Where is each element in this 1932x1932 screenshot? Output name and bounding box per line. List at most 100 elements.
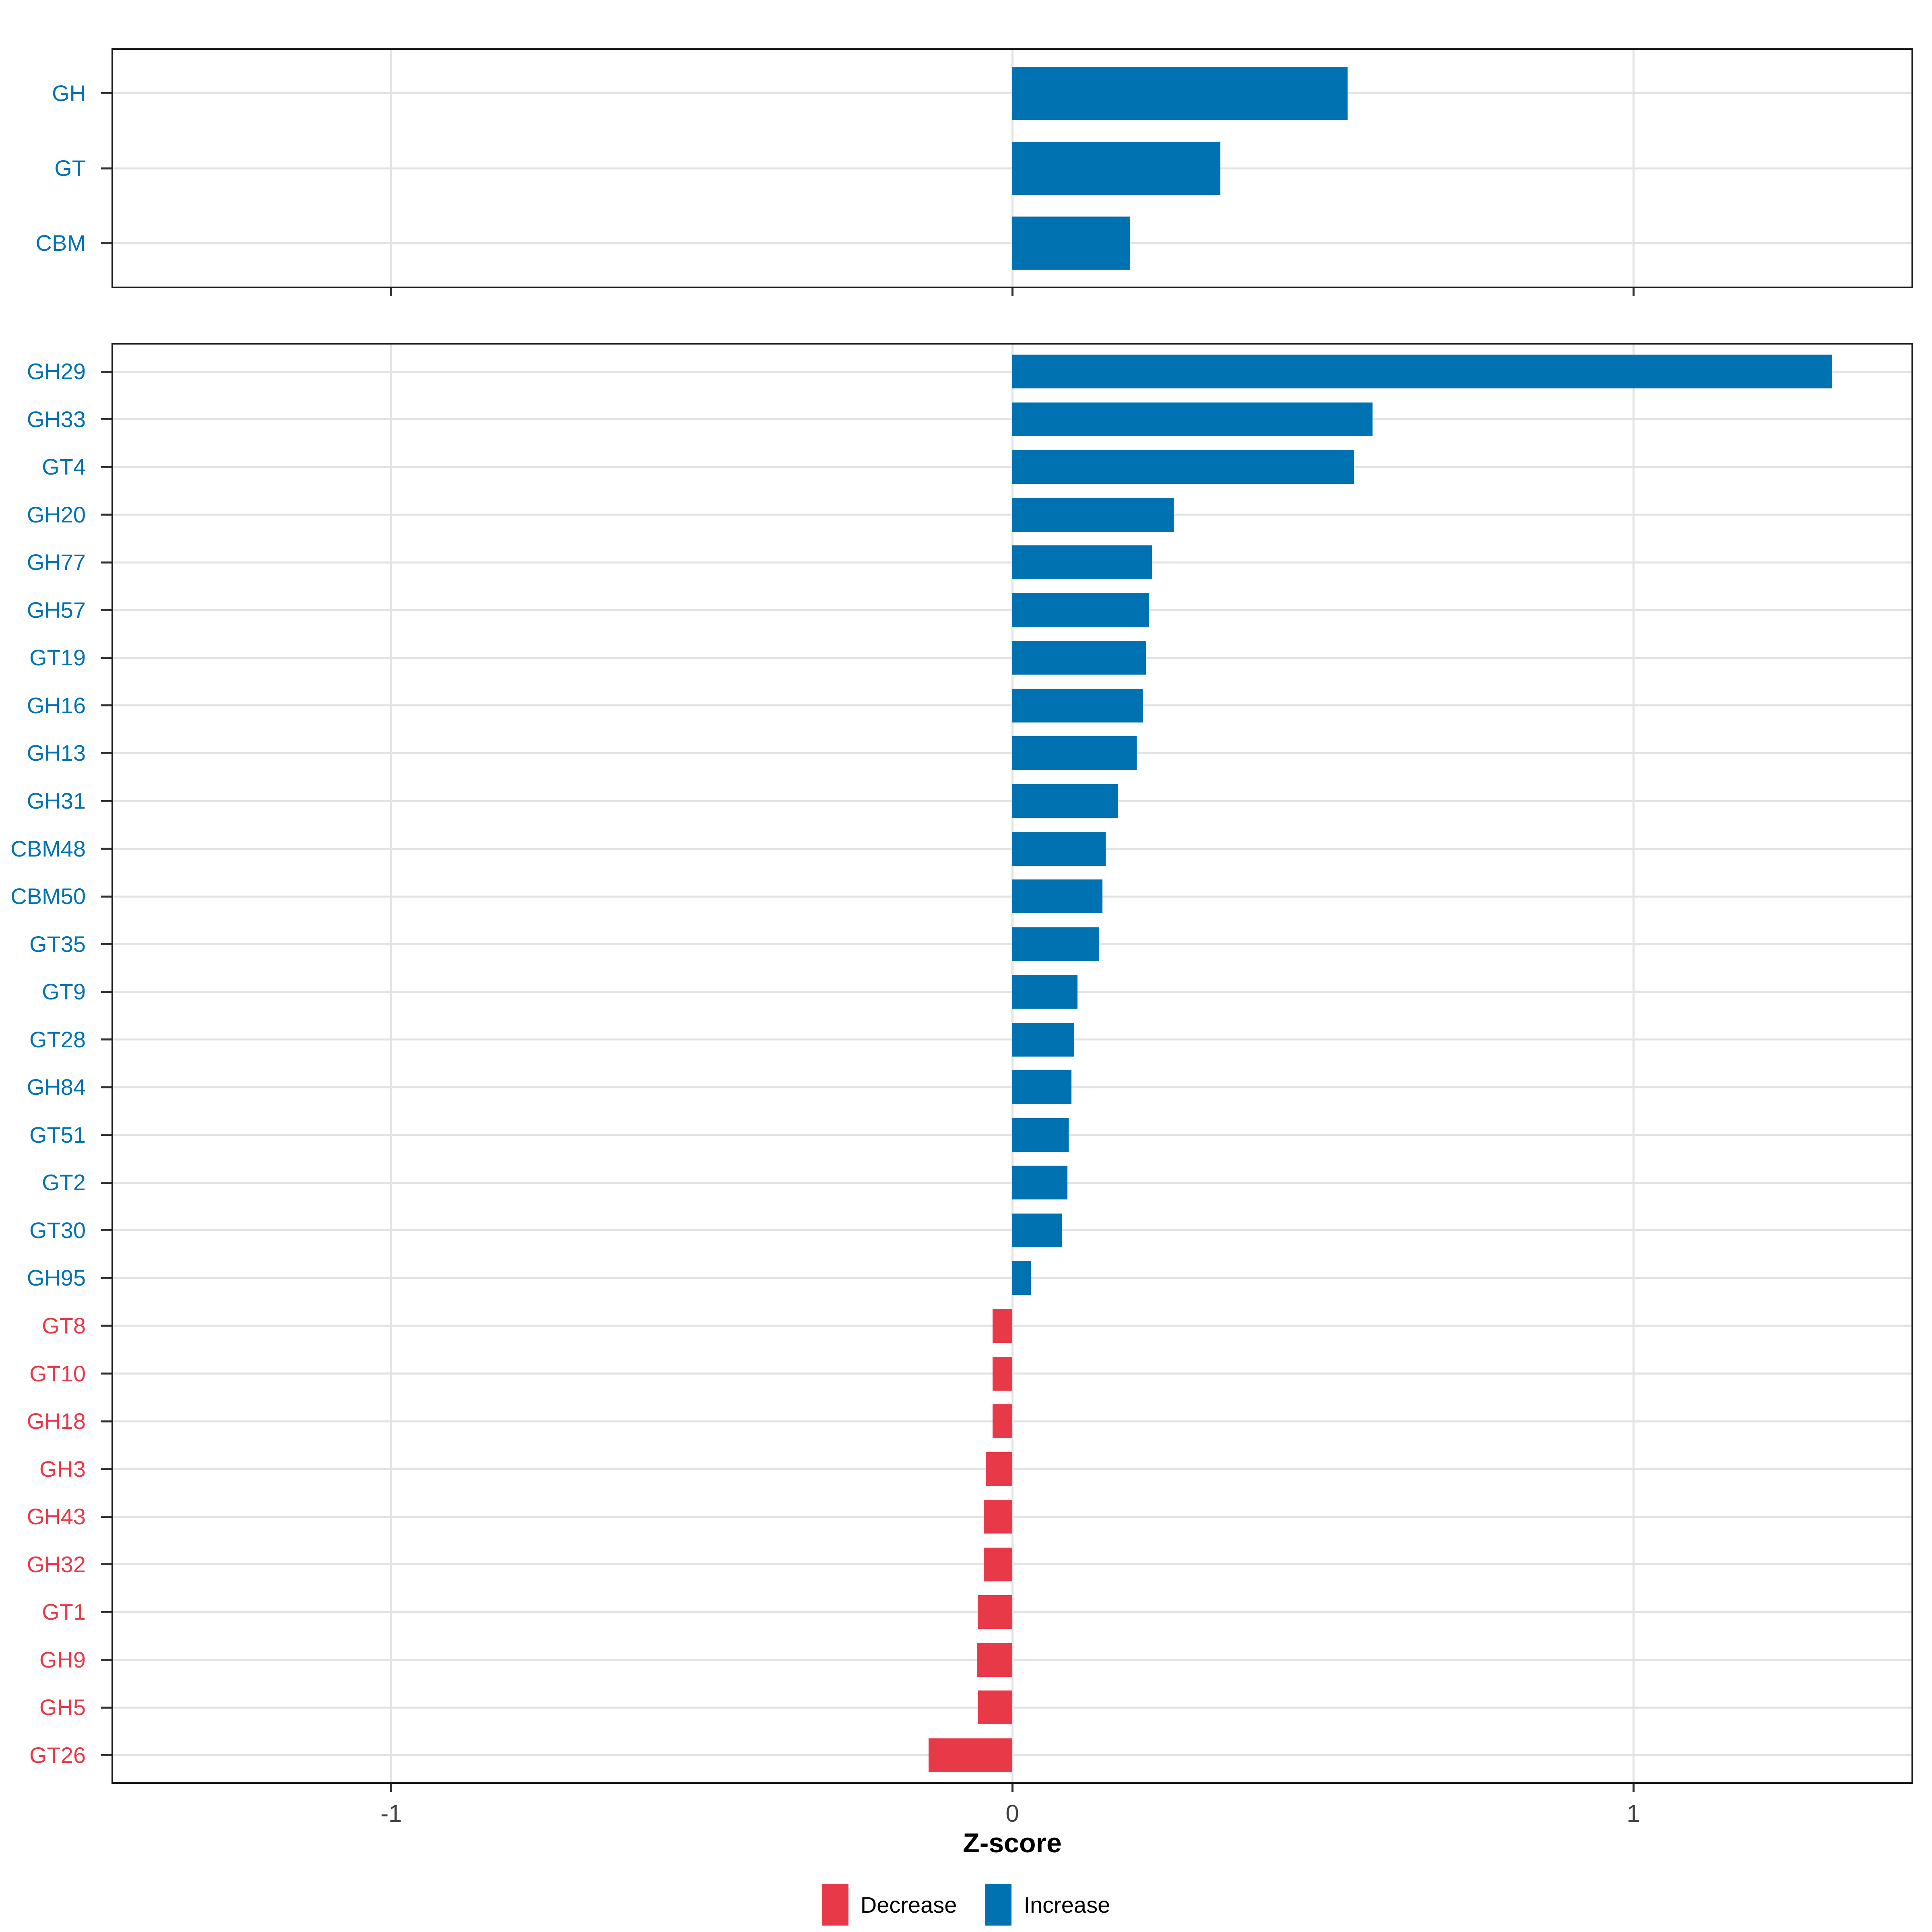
y-label-GH29: GH29 <box>27 359 86 384</box>
y-label-GH57: GH57 <box>27 597 86 623</box>
bar-GH16 <box>1012 689 1143 722</box>
legend: Decrease Increase <box>0 1884 1932 1926</box>
y-label-GH20: GH20 <box>27 502 86 527</box>
y-tick-GH31 <box>101 800 111 802</box>
bar-GT19 <box>1012 641 1146 675</box>
y-gridline-GH32 <box>111 1563 1913 1565</box>
y-tick-GT4 <box>101 466 111 468</box>
y-label-GH13: GH13 <box>27 740 86 766</box>
x-tick-label-1: 1 <box>1627 1800 1640 1827</box>
bar-GT35 <box>1012 927 1099 961</box>
bar-GH43 <box>984 1500 1012 1534</box>
y-label-CBM48: CBM48 <box>10 836 86 861</box>
panel-top <box>111 48 1913 288</box>
y-tick-GH13 <box>101 752 111 754</box>
y-tick-GT9 <box>101 991 111 993</box>
bar-GT8 <box>993 1309 1012 1343</box>
y-tick-GH <box>101 92 111 94</box>
bar-CBM48 <box>1012 832 1106 866</box>
legend-item-increase: Increase <box>985 1884 1110 1926</box>
legend-label-increase: Increase <box>1024 1892 1110 1918</box>
y-label-GT10: GT10 <box>29 1361 86 1386</box>
y-tick-GH20 <box>101 514 111 516</box>
x-gridline-0 <box>1011 343 1013 1784</box>
bar-GH13 <box>1012 736 1137 770</box>
y-gridline-GH43 <box>111 1516 1913 1518</box>
legend-swatch-decrease <box>822 1884 848 1926</box>
y-tick-GT1 <box>101 1611 111 1613</box>
bar-GH29 <box>1012 355 1832 388</box>
bar-GT10 <box>993 1357 1012 1391</box>
y-tick-GT35 <box>101 943 111 945</box>
bar-GH33 <box>1012 402 1373 436</box>
bar-GT26 <box>929 1738 1012 1772</box>
y-tick-GH16 <box>101 704 111 706</box>
bar-GT1 <box>978 1595 1012 1629</box>
y-label-GT8: GT8 <box>42 1313 86 1338</box>
y-gridline-GT1 <box>111 1611 1913 1613</box>
x-tick-label--1: -1 <box>380 1800 402 1827</box>
y-label-GH: GH <box>52 80 86 106</box>
y-label-GT35: GT35 <box>29 931 86 957</box>
y-label-GH9: GH9 <box>39 1647 86 1672</box>
y-label-GT51: GT51 <box>29 1122 86 1148</box>
y-tick-GH77 <box>101 561 111 564</box>
y-label-CBM50: CBM50 <box>10 883 86 909</box>
x-tick-0 <box>1011 288 1013 296</box>
y-label-GT19: GT19 <box>29 645 86 670</box>
y-tick-GT10 <box>101 1373 111 1375</box>
y-label-GH32: GH32 <box>27 1552 86 1577</box>
bar-GT9 <box>1012 975 1077 1009</box>
y-label-GT28: GT28 <box>29 1027 86 1052</box>
y-gridline-GT8 <box>111 1325 1913 1327</box>
legend-label-decrease: Decrease <box>860 1892 957 1918</box>
y-label-GH95: GH95 <box>27 1265 86 1290</box>
y-label-GH31: GH31 <box>27 788 86 813</box>
bar-GH20 <box>1012 498 1174 532</box>
y-label-GT26: GT26 <box>29 1742 86 1768</box>
bar-GH18 <box>993 1404 1012 1438</box>
bar-GT28 <box>1012 1023 1074 1057</box>
y-label-GH3: GH3 <box>39 1456 86 1482</box>
y-label-GH16: GH16 <box>27 693 86 718</box>
y-tick-GH33 <box>101 418 111 420</box>
x-gridline-1 <box>1633 343 1635 1784</box>
y-label-CBM: CBM <box>35 230 86 256</box>
bar-GH9 <box>977 1643 1012 1677</box>
bar-GH32 <box>984 1548 1012 1581</box>
y-tick-GT51 <box>101 1134 111 1136</box>
y-gridline-GH9 <box>111 1659 1913 1661</box>
x-tick-0 <box>1011 1784 1013 1792</box>
y-tick-CBM <box>101 242 111 244</box>
bar-CBM50 <box>1012 879 1102 913</box>
bar-GT <box>1012 142 1220 195</box>
y-gridline-GT26 <box>111 1754 1913 1756</box>
y-tick-GT2 <box>101 1182 111 1184</box>
y-label-GH77: GH77 <box>27 549 86 575</box>
bar-GT51 <box>1012 1118 1069 1152</box>
y-tick-GH57 <box>101 609 111 611</box>
y-tick-GT19 <box>101 657 111 659</box>
y-label-GT: GT <box>54 155 86 181</box>
y-label-GH84: GH84 <box>27 1074 86 1100</box>
y-tick-GH9 <box>101 1659 111 1661</box>
y-gridline-GT10 <box>111 1373 1913 1375</box>
y-tick-GH84 <box>101 1086 111 1088</box>
y-tick-GH29 <box>101 371 111 373</box>
bar-GT2 <box>1012 1166 1067 1199</box>
bar-GH84 <box>1012 1070 1071 1104</box>
y-label-GT1: GT1 <box>42 1599 86 1624</box>
y-tick-CBM48 <box>101 848 111 850</box>
x-axis-title: Z-score <box>963 1828 1062 1858</box>
y-tick-GT <box>101 167 111 169</box>
x-tick--1 <box>390 288 392 296</box>
legend-swatch-increase <box>985 1884 1012 1926</box>
bar-GH3 <box>986 1452 1012 1486</box>
y-gridline-GH5 <box>111 1707 1913 1709</box>
bar-GH5 <box>978 1690 1012 1724</box>
bar-GH57 <box>1012 593 1149 627</box>
y-gridline-GH3 <box>111 1468 1913 1470</box>
y-label-GT4: GT4 <box>42 454 86 479</box>
bar-GT4 <box>1012 450 1354 484</box>
y-tick-GH32 <box>101 1563 111 1565</box>
